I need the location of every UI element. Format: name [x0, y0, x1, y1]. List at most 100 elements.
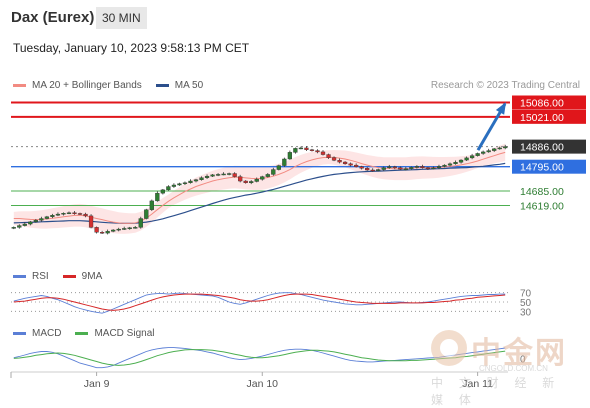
- candle: [99, 232, 105, 234]
- candle: [420, 166, 425, 168]
- candle: [61, 213, 66, 215]
- ma20-legend-label: MA 20 + Bollinger Bands: [32, 80, 142, 91]
- candle: [376, 169, 381, 171]
- watermark-url: CNGOLD.COM.CN: [479, 364, 548, 373]
- candle: [365, 168, 370, 171]
- candle: [254, 179, 259, 182]
- level-label-5: 14619.00: [520, 201, 564, 213]
- level-tag-1: [512, 109, 586, 124]
- x-tick-label-0: Jan 9: [84, 378, 110, 390]
- candle: [66, 212, 72, 214]
- candle: [28, 221, 33, 225]
- candle: [315, 150, 320, 153]
- candle: [177, 183, 182, 186]
- level-label-0: 15086.00: [520, 98, 564, 110]
- rsi-line: [13, 292, 506, 314]
- candle: [182, 182, 188, 184]
- candle: [447, 163, 453, 166]
- candle: [436, 166, 442, 168]
- candle: [11, 227, 16, 229]
- candle: [354, 164, 359, 167]
- candle: [492, 148, 497, 151]
- candle: [260, 176, 265, 180]
- candle: [105, 231, 110, 234]
- credit-text: Research © 2023 Trading Central: [430, 80, 580, 91]
- candle: [497, 147, 502, 150]
- candle: [17, 225, 22, 228]
- macd-signal-legend-swatch: [75, 332, 89, 335]
- candle: [287, 152, 293, 160]
- candle: [133, 227, 138, 229]
- macd-legend: MACD MACD Signal: [13, 328, 168, 339]
- rsi-tick-label-2: 30: [520, 307, 532, 318]
- candle: [398, 167, 403, 170]
- timestamp: Tuesday, January 10, 2023 9:58:13 PM CET: [13, 41, 250, 55]
- candle: [414, 166, 420, 168]
- candle: [243, 180, 248, 183]
- macd-signal-legend-label: MACD Signal: [94, 328, 155, 339]
- level-tag-2: [512, 139, 586, 154]
- candle: [469, 155, 475, 159]
- candle: [464, 157, 469, 161]
- candle: [221, 173, 226, 176]
- projection-arrow-head: [495, 102, 507, 115]
- level-label-3: 14795.00: [520, 162, 564, 174]
- candle: [44, 216, 50, 219]
- ma20-line: [13, 151, 506, 224]
- rsi-tick-label-1: 50: [520, 298, 532, 309]
- candle: [77, 213, 83, 215]
- candle: [309, 149, 315, 151]
- candle: [431, 167, 436, 169]
- candle: [265, 174, 270, 177]
- macd-legend-label: MACD: [32, 328, 62, 339]
- candle: [160, 189, 165, 194]
- candle: [370, 169, 375, 172]
- candle: [193, 179, 199, 182]
- candle: [232, 173, 237, 177]
- candle: [331, 157, 337, 161]
- candle: [381, 167, 386, 170]
- candle: [204, 175, 210, 178]
- candle: [83, 213, 88, 217]
- candle: [39, 218, 44, 221]
- ma50-line: [13, 162, 506, 224]
- projection-arrow-line: [476, 103, 507, 151]
- candle: [359, 166, 364, 169]
- chart-header: Dax (Eurex) 30 MIN: [0, 0, 590, 36]
- rsi-legend-swatch: [13, 275, 26, 278]
- candle: [127, 227, 132, 229]
- candle: [282, 158, 287, 166]
- candle: [326, 154, 331, 158]
- candle: [486, 150, 491, 153]
- candle: [33, 220, 38, 223]
- ma20-legend-swatch: [13, 84, 26, 87]
- candle: [392, 166, 397, 168]
- main-legend: MA 20 + Bollinger Bands MA 50: [13, 80, 217, 91]
- rsi-ma-legend-label: 9MA: [81, 271, 103, 282]
- macd-legend-swatch: [13, 332, 26, 335]
- candle: [453, 162, 458, 165]
- candle: [425, 167, 431, 169]
- candle: [387, 166, 392, 168]
- rsi-ma-line: [13, 293, 506, 311]
- candle: [320, 151, 326, 155]
- candle: [475, 153, 480, 156]
- candle: [271, 169, 276, 175]
- watermark-tagline: 中 文 财 经 新 媒 体: [431, 376, 561, 407]
- timeframe-button[interactable]: 30 MIN: [96, 7, 147, 29]
- candle: [166, 186, 171, 191]
- level-label-4: 14685.00: [520, 186, 564, 198]
- instrument-title: Dax (Eurex): [11, 9, 95, 26]
- candle: [403, 168, 408, 170]
- ma50-legend-label: MA 50: [174, 80, 204, 91]
- candle: [342, 161, 348, 165]
- candle: [111, 229, 116, 232]
- level-label-2: 14886.00: [520, 142, 564, 154]
- candle: [276, 165, 281, 170]
- candle: [298, 147, 304, 150]
- x-tick-label-1: Jan 10: [246, 378, 278, 390]
- candle: [238, 176, 243, 182]
- candle: [144, 209, 149, 219]
- level-label-1: 15021.00: [520, 112, 564, 124]
- candle: [503, 146, 508, 149]
